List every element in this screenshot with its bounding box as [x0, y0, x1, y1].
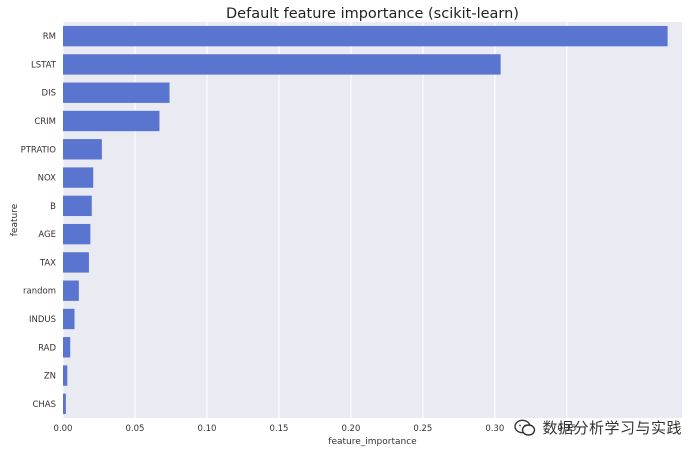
bar-tax: [63, 252, 89, 273]
chart-title: Default feature importance (scikit-learn…: [226, 6, 519, 22]
y-tick-label: NOX: [38, 174, 57, 184]
watermark-text: 数据分析学习与实践: [542, 419, 682, 437]
y-tick-label: RAD: [38, 343, 56, 353]
bar-ptratio: [63, 139, 102, 160]
bar-crim: [63, 110, 160, 132]
y-tick-label: LSTAT: [31, 60, 57, 70]
bar-rad: [63, 337, 71, 358]
x-tick-label: 0.15: [269, 424, 288, 434]
x-tick-label: 0.35: [557, 424, 576, 434]
y-tick-label: INDUS: [29, 315, 56, 325]
bar-dis: [63, 82, 170, 103]
bar-age: [63, 223, 91, 245]
y-tick-label: CHAS: [32, 400, 56, 410]
bar-nox: [63, 167, 94, 188]
x-tick-label: 0.05: [126, 424, 145, 434]
y-axis-label: feature: [10, 203, 20, 236]
y-tick-label: CRIM: [34, 117, 56, 127]
bar-indus: [63, 308, 75, 330]
bar-random: [63, 280, 79, 301]
bar-rm: [63, 25, 668, 47]
x-tick-label: 0.20: [341, 424, 360, 434]
bar-b: [63, 195, 92, 217]
wechat-icon: [514, 419, 536, 436]
y-tick-label: random: [23, 287, 56, 297]
bar-lstat: [63, 54, 501, 75]
x-tick-label: 0.10: [197, 424, 216, 434]
x-tick-label: 0.30: [485, 424, 504, 434]
y-tick-label: B: [50, 202, 56, 212]
x-tick-label: 0.00: [54, 424, 73, 434]
y-tick-label: TAX: [39, 258, 56, 268]
bar-zn: [63, 365, 68, 386]
y-tick-label: RM: [43, 32, 56, 42]
x-tick-label: 0.25: [413, 424, 432, 434]
y-tick-label: ZN: [44, 372, 56, 382]
y-tick-label: AGE: [38, 230, 56, 240]
watermark: 数据分析学习与实践: [514, 417, 682, 438]
y-tick-label: PTRATIO: [21, 145, 57, 155]
plot-area: [63, 22, 682, 418]
y-tick-label: DIS: [42, 89, 56, 99]
bar-chas: [63, 393, 66, 415]
x-axis-label: feature_importance: [328, 437, 417, 447]
